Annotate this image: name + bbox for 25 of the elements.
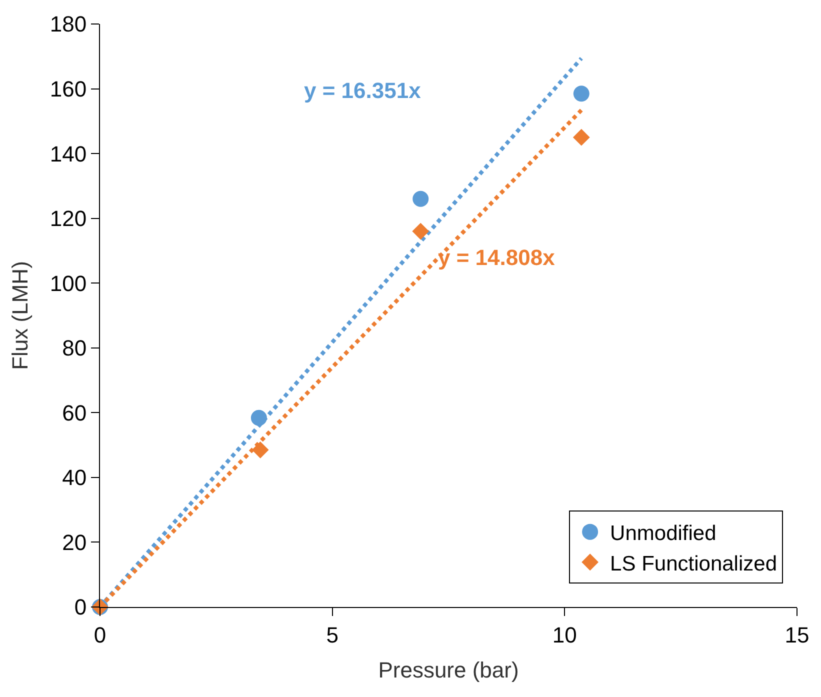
y-tick-label: 40 [62,465,87,490]
y-axis-title: Flux (LMH) [8,261,33,370]
x-tick-label: 0 [94,622,106,648]
y-tick-label: 20 [62,530,87,555]
x-axis-title: Pressure (bar) [378,657,519,682]
y-tick-label: 180 [50,12,87,37]
x-tick-label: 15 [784,622,810,648]
y-tick-label: 100 [50,270,87,296]
legend-label: LS Functionalized [610,552,777,576]
legend-label: Unmodified [610,522,716,546]
y-tick-label: 80 [62,336,87,361]
point [572,128,590,146]
point [573,86,590,102]
x-tick-label: 10 [552,622,577,648]
y-tick-label: 160 [50,76,87,102]
y-tick-label: 120 [50,206,87,232]
y-tick-label: 60 [62,400,87,426]
x-tick-label: 5 [326,622,338,648]
point [412,190,429,207]
point [412,222,430,240]
point [250,410,267,426]
point [252,441,269,458]
y-tick-label: 0 [74,594,87,620]
y-tick-label: 140 [50,141,87,166]
annotation: y = 16.351x [304,78,422,103]
